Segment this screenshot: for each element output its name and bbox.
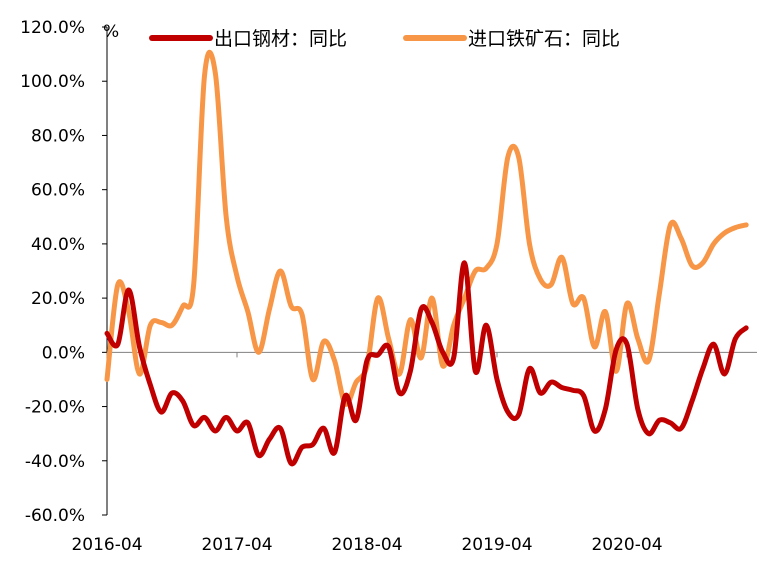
y-tick-label: 40.0%: [31, 235, 85, 255]
series-line-iron-ore-import: [104, 49, 749, 407]
y-tick-label: -60.0%: [25, 506, 85, 526]
y-tick-label: 80.0%: [31, 126, 85, 146]
series-layer: [104, 49, 749, 467]
legend-label-steel-export: 出口钢材：同比: [214, 28, 347, 50]
legend-item-iron-ore-import: 进口铁矿石：同比: [403, 28, 620, 50]
series-line-steel-export: [104, 260, 749, 467]
x-tick-label: 2018-04: [331, 535, 402, 555]
x-axis: 2016-04 2017-04 2018-04 2019-04 2020-04: [71, 352, 663, 555]
x-tick-label: 2019-04: [461, 535, 532, 555]
x-tick-label: 2016-04: [71, 535, 142, 555]
legend: 出口钢材：同比 进口铁矿石：同比: [149, 28, 620, 50]
x-tick-label: 2017-04: [201, 535, 272, 555]
legend-item-steel-export: 出口钢材：同比: [149, 28, 347, 50]
y-tick-label: -20.0%: [25, 398, 85, 418]
y-tick-label: 120.0%: [20, 18, 85, 38]
y-tick-label: 60.0%: [31, 181, 85, 201]
legend-label-iron-ore-import: 进口铁矿石：同比: [468, 28, 620, 50]
y-tick-label: 100.0%: [20, 72, 85, 92]
y-axis: -60.0% -40.0% -20.0% 0.0% 20.0% 40.0% 60.0% 80.…: [20, 18, 757, 526]
y-tick-label: 20.0%: [31, 289, 85, 309]
y-tick-label: -40.0%: [25, 452, 85, 472]
y-tick-label: 0.0%: [42, 343, 85, 363]
y-unit-label: %: [103, 22, 119, 42]
x-tick-label: 2020-04: [591, 535, 662, 555]
